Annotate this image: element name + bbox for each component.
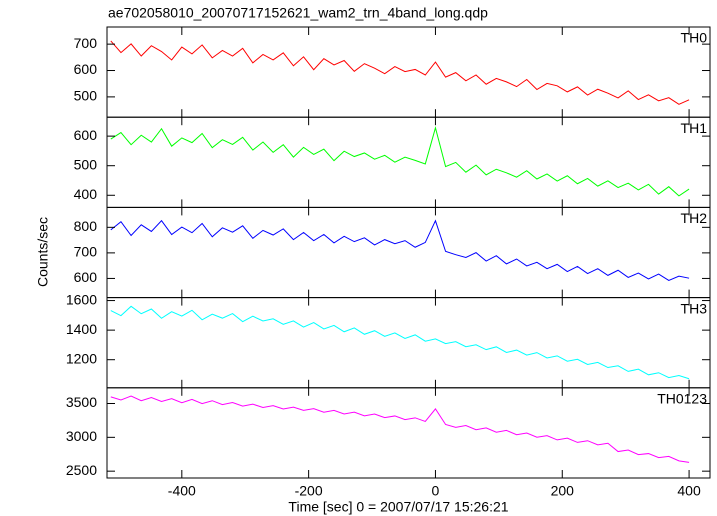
y-tick-label: 700 [74,244,98,260]
y-tick-label: 500 [74,88,98,104]
panel-frame [106,387,711,479]
legend-label: TH2 [681,210,708,226]
y-tick-label: 3000 [66,428,97,444]
panel-frame [106,26,711,118]
x-tick-label: 400 [677,483,701,499]
data-line [110,125,690,197]
y-tick-label: 400 [74,186,98,202]
data-line [110,40,690,105]
data-line [110,305,690,380]
x-axis-label: Time [sec] 0 = 2007/07/17 15:26:21 [288,499,508,515]
y-tick-label: 2500 [66,462,97,478]
legend-label: TH1 [681,120,708,136]
x-tick-label: 200 [551,483,575,499]
y-tick-label: 800 [74,218,98,234]
y-tick-label: 500 [74,156,98,172]
x-tick-label: -400 [168,483,196,499]
y-tick-label: 1600 [66,291,97,307]
panel-frame [106,116,711,208]
legend-label: TH0 [681,30,708,46]
y-tick-label: 3500 [66,394,97,410]
x-tick-label: 0 [432,483,440,499]
panel-frame [106,206,711,299]
panel-frame [106,297,711,389]
y-tick-label: 700 [74,35,98,51]
y-tick-label: 1200 [66,350,97,366]
data-line [110,395,690,463]
y-tick-label: 600 [74,269,98,285]
y-tick-label: 1400 [66,321,97,337]
legend-label: TH0123 [657,391,707,407]
y-tick-label: 600 [74,127,98,143]
chart-title: ae702058010_20070717152621_wam2_trn_4ban… [108,5,488,21]
x-tick-label: -200 [295,483,323,499]
data-line [110,219,690,282]
y-tick-label: 600 [74,61,98,77]
y-axis-label: Counts/sec [35,217,51,287]
legend-label: TH3 [681,300,708,316]
